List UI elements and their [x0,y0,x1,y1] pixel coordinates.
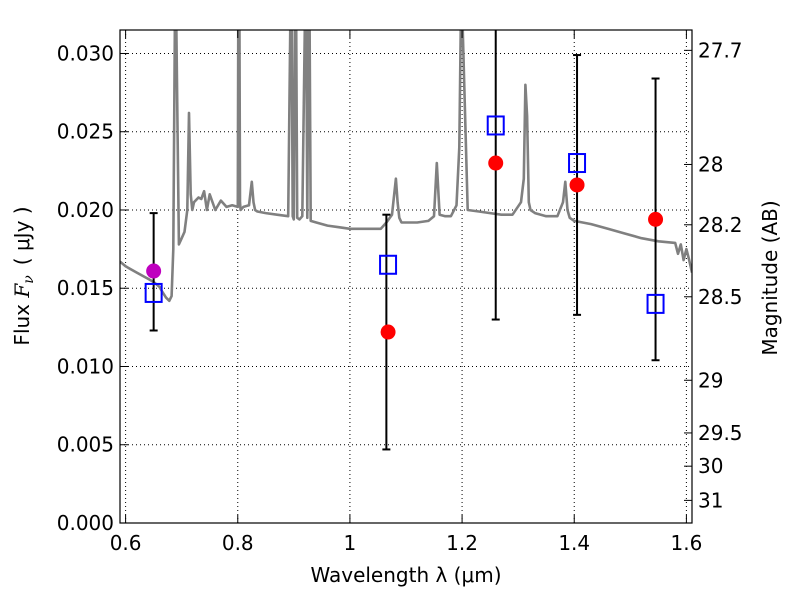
model-flux-square [568,153,587,174]
observed-flux-point [648,211,664,227]
model-flux-square [144,282,163,303]
x-tick-label: 0.8 [222,531,254,555]
x-axis-title: Wavelength λ (μm) [310,563,501,587]
y-tick-label: 0.005 [57,433,114,457]
y-axis-title-subscript: ν [21,275,37,284]
data-layer [120,30,692,451]
y-tick-label: 0.025 [57,120,114,144]
grid [120,30,692,523]
y-tick-label: 0.000 [57,511,114,535]
y2-tick-label: 28 [698,152,723,176]
model-flux-square [646,293,665,314]
x-tick-label: 0.6 [110,531,142,555]
y2-tick-label: 27.7 [698,38,743,62]
y-axis-title-symbol: F [10,283,34,299]
observed-flux-point [488,155,504,171]
y2-tick-label: 29 [698,368,723,392]
x-tick-label: 1 [344,531,357,555]
model-flux-square [486,115,505,136]
y-tick-label: 0.020 [57,198,114,222]
observed-flux-point [569,177,585,193]
y2-tick-label: 28.2 [698,213,743,237]
y2-tick-label: 28.5 [698,285,743,309]
y2-tick-label: 29.5 [698,421,743,445]
y-tick-label: 0.030 [57,41,114,65]
model-spectrum-line [120,30,692,303]
y2-tick-label: 30 [698,454,723,478]
observed-flux-point [380,324,396,340]
y2-axis-title: Magnitude (AB) [758,200,782,355]
axis-ticks: 0.6 0.8 1 1.2 1.4 1.6 0.000 0.005 0.010 0.015 0.02… [57,30,743,555]
y-axis-title: Flux Fν ( μJy ) [10,206,37,345]
x-tick-label: 1.6 [670,531,702,555]
observed-flux-point [146,263,162,279]
x-tick-label: 1.2 [446,531,478,555]
y2-tick-label: 31 [698,488,723,512]
y-axis-title-unit: ( μJy ) [10,206,34,265]
y-tick-label: 0.010 [57,354,114,378]
y-axis-title-prefix: Flux [10,304,34,346]
model-flux-square [379,254,398,275]
x-tick-label: 1.4 [558,531,590,555]
y-tick-label: 0.015 [57,276,114,300]
plot-frame [119,29,693,524]
